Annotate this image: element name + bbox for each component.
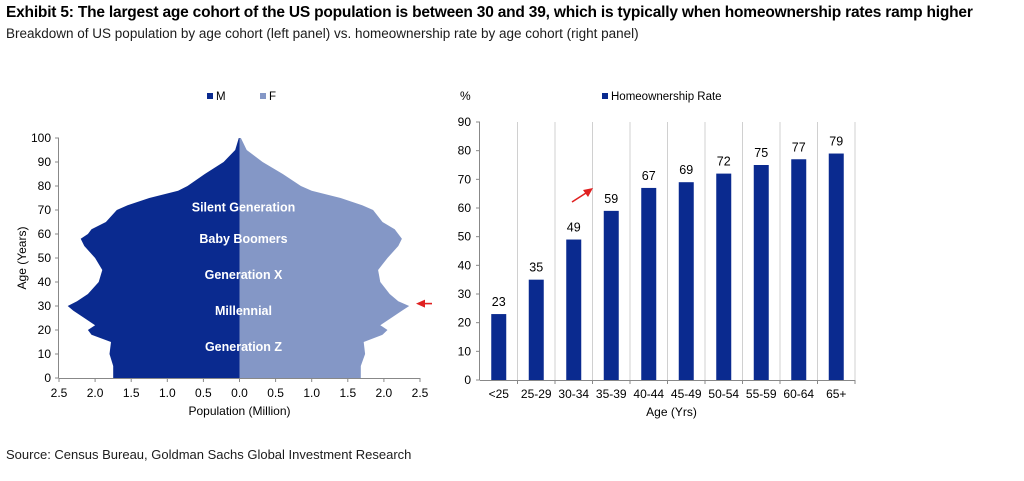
pyramid-x-tick-label: 1.5 — [123, 386, 140, 400]
pyramid-x-tick-label: 1.0 — [159, 386, 176, 400]
homeownership-bar — [603, 210, 619, 380]
pyramid-y-tick-label: 10 — [38, 347, 52, 361]
chart-title: Exhibit 5: The largest age cohort of the… — [6, 4, 973, 21]
bar-x-tick-label: 55-59 — [746, 387, 777, 401]
bar-x-tick-label: 60-64 — [783, 387, 814, 401]
pyramid-series-f — [239, 138, 410, 378]
source-note: Source: Census Bureau, Goldman Sachs Glo… — [6, 447, 412, 462]
bar-value-label: 59 — [604, 192, 618, 206]
bar-value-label: 75 — [754, 146, 768, 160]
bar-x-axis-label: Age (Yrs) — [646, 405, 697, 419]
bar-value-label: 69 — [679, 163, 693, 177]
pyramid-y-tick-label: 30 — [38, 299, 52, 313]
pyramid-y-tick-label: 80 — [38, 179, 52, 193]
bar-y-tick-label: 70 — [458, 172, 472, 186]
pyramid-y-tick-label: 70 — [38, 203, 52, 217]
bar-value-label: 72 — [717, 155, 731, 169]
legend-swatch-m — [207, 93, 213, 99]
pyramid-y-tick-label: 90 — [38, 155, 52, 169]
pyramid-x-tick-label: 1.0 — [303, 386, 320, 400]
bar-y-tick-label: 50 — [458, 230, 472, 244]
bar-y-tick-label: 90 — [458, 115, 472, 129]
legend-label-f: F — [269, 91, 276, 103]
legend-swatch-f — [260, 93, 266, 99]
legend-label-m: M — [216, 91, 226, 103]
pyramid-x-tick-label: 0.5 — [267, 386, 284, 400]
homeownership-rate-chart: Homeownership Rate% 23 <25 35 25-29 49 30-34 59… — [458, 89, 856, 419]
pyramid-x-axis-label: Population (Million) — [188, 404, 290, 418]
pyramid-y-axis-label: Age (Years) — [15, 227, 29, 290]
chart-subtitle: Breakdown of US population by age cohort… — [6, 26, 639, 41]
homeownership-bar — [716, 173, 732, 380]
bar-legend: Homeownership Rate — [602, 91, 722, 103]
bar-x-tick-label: 30-34 — [558, 387, 589, 401]
bar-x-tick-label: 40-44 — [633, 387, 664, 401]
pyramid-y-tick-label: 0 — [44, 371, 51, 385]
generation-label: Silent Generation — [192, 201, 296, 215]
homeownership-bar — [791, 159, 807, 380]
pyramid-series-m — [67, 138, 240, 378]
homeownership-bar — [828, 153, 844, 380]
pyramid-y-tick-label: 100 — [31, 131, 51, 145]
legend-label-homeownership-rate: Homeownership Rate — [611, 91, 722, 103]
bar-y-tick-label: 0 — [464, 373, 471, 387]
homeownership-bar — [753, 165, 769, 380]
pyramid-y-tick-label: 40 — [38, 275, 52, 289]
pyramid-x-tick-label: 0.5 — [195, 386, 212, 400]
millennial-peak-arrow — [416, 299, 432, 308]
bar-x-tick-label: 65+ — [826, 387, 846, 401]
pyramid-x-tick-label: 2.0 — [87, 386, 104, 400]
homeownership-bar — [491, 314, 507, 380]
homeownership-bar — [528, 279, 544, 380]
bar-x-tick-label: 45-49 — [671, 387, 702, 401]
generation-label: Generation Z — [205, 340, 282, 354]
pyramid-x-tick-label: 2.0 — [376, 386, 393, 400]
pyramid-x-tick-label: 2.5 — [51, 386, 68, 400]
ramp-arrow — [571, 188, 593, 203]
pyramid-x-tick-label: 1.5 — [339, 386, 356, 400]
bar-y-tick-label: 10 — [458, 344, 472, 358]
bar-value-label: 67 — [642, 169, 656, 183]
legend-swatch-homeownership-rate — [602, 93, 608, 99]
bar-x-tick-label: 50-54 — [708, 387, 739, 401]
bar-x-tick-label: 25-29 — [521, 387, 552, 401]
generation-label: Generation X — [205, 268, 283, 282]
generation-label: Baby Boomers — [199, 232, 287, 246]
bar-y-tick-label: 30 — [458, 287, 472, 301]
bar-value-label: 23 — [492, 295, 506, 309]
generation-label: Millennial — [215, 304, 272, 318]
bar-y-tick-label: 60 — [458, 201, 472, 215]
bar-y-tick-label: 40 — [458, 258, 472, 272]
bar-y-axis-label: % — [460, 89, 471, 103]
bar-value-label: 35 — [529, 261, 543, 275]
homeownership-bar — [566, 239, 582, 380]
pyramid-y-tick-label: 50 — [38, 251, 52, 265]
pyramid-x-tick-label: 0.0 — [231, 386, 248, 400]
pyramid-x-tick-label: 2.5 — [412, 386, 429, 400]
bar-value-label: 79 — [829, 135, 843, 149]
homeownership-bar — [641, 187, 657, 380]
homeownership-bar — [678, 182, 694, 380]
bar-x-tick-label: <25 — [489, 387, 510, 401]
bar-y-tick-label: 20 — [458, 316, 472, 330]
pyramid-y-tick-label: 60 — [38, 227, 52, 241]
bar-x-tick-label: 35-39 — [596, 387, 627, 401]
bar-value-label: 49 — [567, 221, 581, 235]
pyramid-y-tick-label: 20 — [38, 323, 52, 337]
bar-y-tick-label: 80 — [458, 144, 472, 158]
bar-value-label: 77 — [792, 140, 806, 154]
